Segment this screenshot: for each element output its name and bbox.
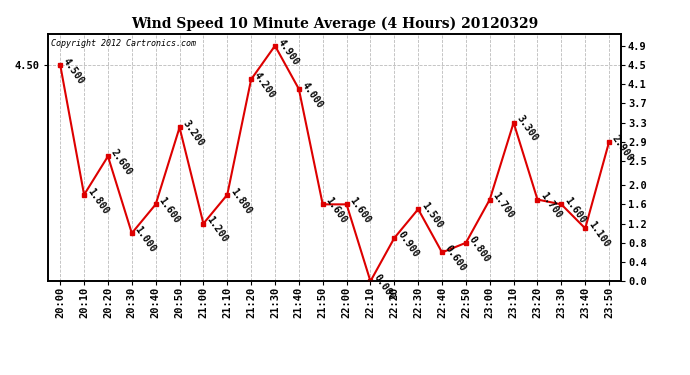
Text: 2.600: 2.600 <box>109 147 134 177</box>
Text: 1.200: 1.200 <box>204 215 230 244</box>
Text: 4.000: 4.000 <box>300 80 325 110</box>
Text: 1.700: 1.700 <box>539 191 564 220</box>
Text: 4.900: 4.900 <box>276 37 301 67</box>
Text: 1.800: 1.800 <box>228 186 253 216</box>
Text: 3.300: 3.300 <box>515 114 540 144</box>
Text: 1.100: 1.100 <box>586 220 611 249</box>
Text: 1.500: 1.500 <box>420 200 444 230</box>
Text: 2.900: 2.900 <box>610 133 635 163</box>
Text: 0.000: 0.000 <box>372 273 397 302</box>
Text: 1.600: 1.600 <box>562 196 587 225</box>
Text: Copyright 2012 Cartronics.com: Copyright 2012 Cartronics.com <box>51 39 196 48</box>
Text: 0.900: 0.900 <box>395 229 420 259</box>
Text: 4.500: 4.500 <box>61 56 86 86</box>
Text: 4.200: 4.200 <box>253 70 277 100</box>
Text: 0.800: 0.800 <box>467 234 492 264</box>
Text: 1.000: 1.000 <box>133 224 158 254</box>
Text: 1.700: 1.700 <box>491 191 516 220</box>
Text: 0.600: 0.600 <box>443 244 469 273</box>
Title: Wind Speed 10 Minute Average (4 Hours) 20120329: Wind Speed 10 Minute Average (4 Hours) 2… <box>131 17 538 31</box>
Text: 3.200: 3.200 <box>181 119 206 148</box>
Text: 1.600: 1.600 <box>348 196 373 225</box>
Text: 1.800: 1.800 <box>86 186 110 216</box>
Text: 1.600: 1.600 <box>157 196 182 225</box>
Text: 1.600: 1.600 <box>324 196 349 225</box>
